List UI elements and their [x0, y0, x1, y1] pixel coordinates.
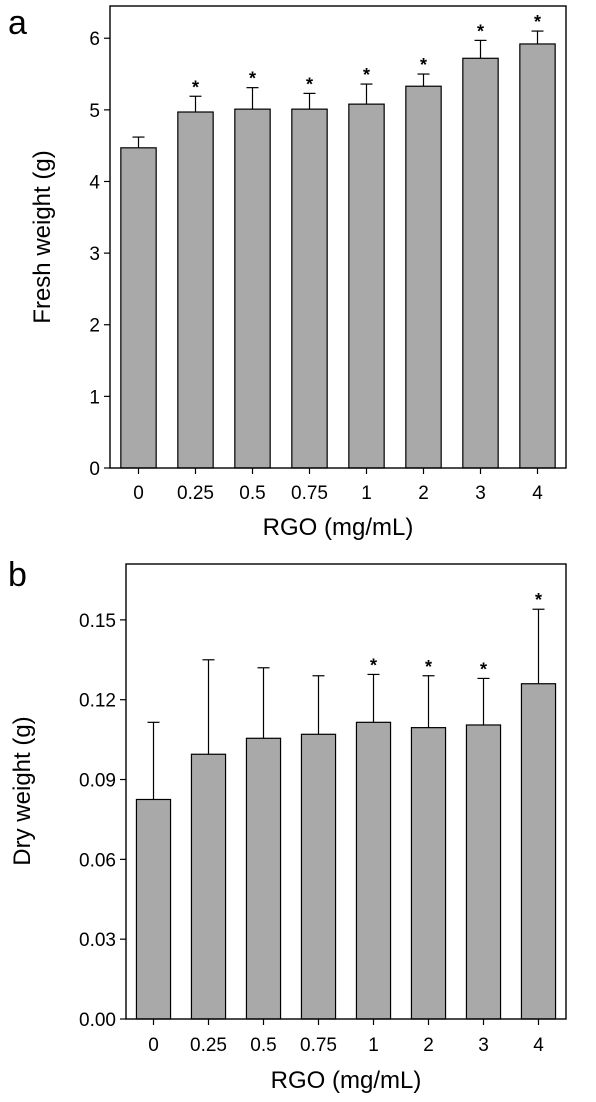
panel-b-y-tick-label-2: 0.06 — [79, 850, 116, 871]
panel-b-significance-5: * — [425, 657, 432, 677]
panel-b-significance-7: * — [535, 590, 542, 610]
panel-b-bar-3 — [300, 733, 337, 1020]
panel-a-letter: a — [8, 4, 27, 42]
panel-a-y-tick-label-2: 2 — [89, 316, 100, 337]
panel-b-x-tick-label-4: 1 — [368, 1035, 379, 1056]
panel-a-y-tick-label-5: 5 — [89, 101, 100, 122]
panel-b-bar-0 — [135, 798, 172, 1020]
panel-a-y-tick-label-6: 6 — [89, 29, 100, 50]
panel-b-bar-1 — [190, 753, 227, 1020]
panel-b-y-tick-label-5: 0.15 — [79, 611, 116, 632]
panel-b-x-tick-label-6: 3 — [478, 1035, 489, 1056]
panel-b-y-tick-label-3: 0.09 — [79, 771, 116, 792]
panel-a-x-axis-title: RGO (mg/mL) — [263, 514, 414, 541]
panel-a-y-tick-label-3: 3 — [89, 244, 100, 265]
panel-b-x-tick-label-1: 0.25 — [190, 1035, 227, 1056]
panel-b-y-tick-label-4: 0.12 — [79, 691, 116, 712]
panel-a-significance-1: * — [192, 77, 199, 97]
panel-a-significance-7: * — [534, 12, 541, 32]
panel-a-y-tick-label-4: 4 — [89, 172, 100, 193]
panel-b-x-axis-title: RGO (mg/mL) — [271, 1067, 422, 1094]
panel-a-significance-2: * — [249, 69, 256, 89]
panel-a-bar-4 — [348, 103, 385, 469]
panel-b-bar-5 — [410, 727, 447, 1020]
panel-b-significance-4: * — [370, 655, 377, 675]
panel-a-significance-3: * — [306, 74, 313, 94]
panel-b-bar-2 — [245, 737, 282, 1020]
panel-a-bar-0 — [120, 147, 157, 469]
panel-a-bar-5 — [405, 85, 442, 469]
panel-a-x-tick-label-0: 0 — [133, 483, 144, 504]
panel-b-x-tick-label-3: 0.75 — [300, 1035, 337, 1056]
panel-b-x-tick-label-7: 4 — [533, 1035, 544, 1056]
panel-b-plot-frame — [125, 563, 567, 1020]
panel-a-y-axis-title: Fresh weight (g) — [29, 150, 56, 323]
panel-b-x-tick-label-2: 0.5 — [250, 1035, 276, 1056]
panel-b-chart: b 0 0.25 0.5 0.75 * 1 * 2 * 3 * 4 0.00 0.03 0.06 0.09 0.1… — [8, 556, 567, 1094]
panel-a-y-tick-label-1: 1 — [89, 387, 100, 408]
panel-b-x-tick-label-0: 0 — [148, 1035, 159, 1056]
panel-a-significance-6: * — [477, 21, 484, 41]
panel-a-x-tick-label-5: 2 — [418, 483, 429, 504]
panel-a-significance-4: * — [363, 65, 370, 85]
panel-a-plot-frame — [109, 5, 567, 469]
panel-b-y-axis-title: Dry weight (g) — [9, 716, 36, 865]
panel-a-x-tick-label-7: 4 — [532, 483, 543, 504]
panel-b-y-tick-label-0: 0.00 — [79, 1010, 116, 1031]
panel-a-bar-1 — [177, 111, 214, 469]
panel-b-significance-6: * — [480, 659, 487, 679]
panel-a-significance-5: * — [420, 55, 427, 75]
panel-b-x-tick-label-5: 2 — [423, 1035, 434, 1056]
panel-a-bar-3 — [291, 108, 328, 469]
panel-b-bar-6 — [465, 724, 502, 1020]
panel-a-y-tick-label-0: 0 — [89, 459, 100, 480]
panel-a-chart: a 0 * 0.25 * 0.5 * 0.75 * 1 * 2 * 3 * 4 0 1 2 3 4 5 6 RGO (mg/m… — [8, 4, 567, 541]
panel-a-bar-7 — [519, 43, 556, 469]
panel-a-x-tick-label-6: 3 — [475, 483, 486, 504]
panel-a-x-tick-label-1: 0.25 — [177, 483, 214, 504]
panel-b-bar-4 — [355, 721, 392, 1020]
panel-b-y-tick-label-1: 0.03 — [79, 930, 116, 951]
panel-a-bar-6 — [462, 57, 499, 469]
panel-b-letter: b — [8, 556, 27, 594]
panel-a-x-tick-label-4: 1 — [361, 483, 372, 504]
panel-b-bar-7 — [520, 683, 557, 1020]
panel-a-x-tick-label-3: 0.75 — [291, 483, 328, 504]
panel-a-bar-2 — [234, 108, 271, 469]
panel-a-x-tick-label-2: 0.5 — [239, 483, 265, 504]
